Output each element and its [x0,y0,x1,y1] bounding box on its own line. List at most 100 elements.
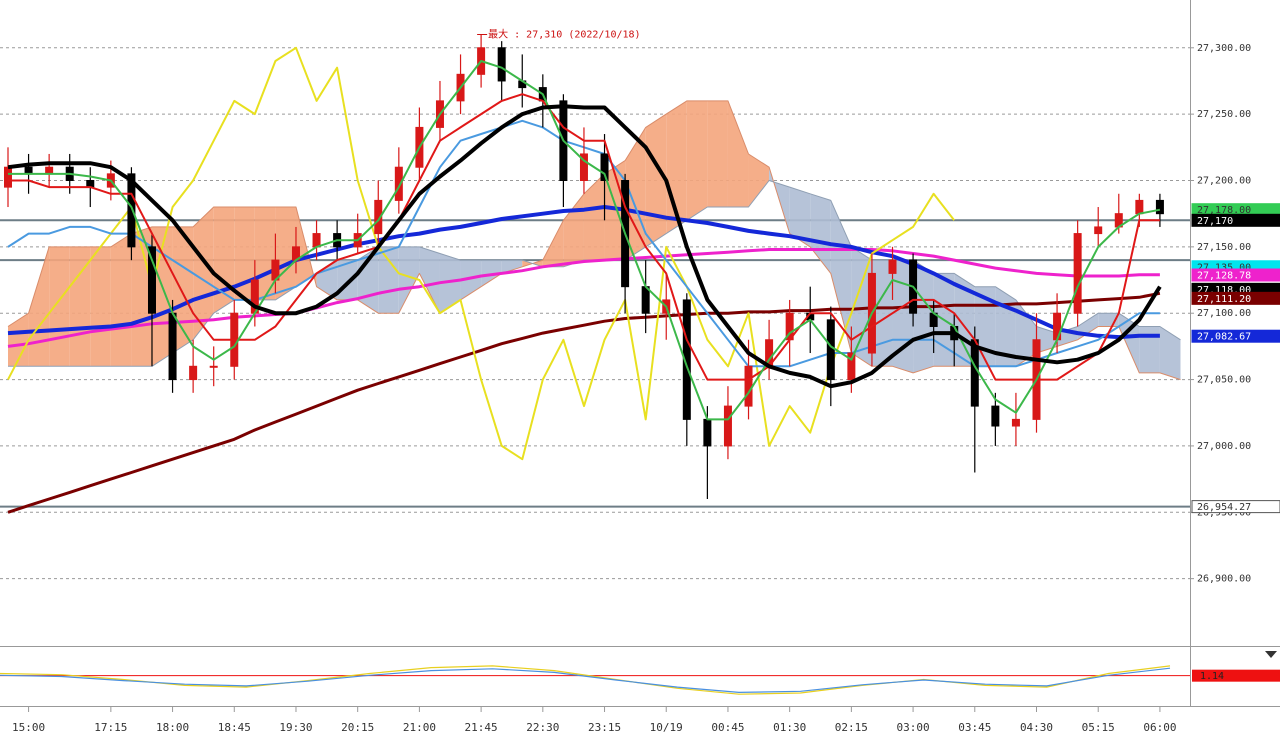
indicator-line [7,46,955,461]
cloud-segment [131,226,152,367]
price-box-label: 27,118.00 [1197,285,1251,296]
candle-body [1073,233,1082,314]
oscillator-line [0,667,1171,694]
x-tick-label: 03:45 [958,721,991,734]
oscillator-line [0,665,1171,695]
cloud-segment [583,173,605,261]
cloud-segment [439,253,461,314]
candle-body [497,47,506,82]
cloud-segment [1139,326,1160,373]
candle-body [1155,199,1164,215]
cloud-segment [460,260,482,300]
y-tick-label: 27,100.00 [1197,308,1251,319]
level-box [1192,669,1280,682]
candle-body [991,405,1000,427]
price-box-label: 27,170 [1197,216,1233,227]
cloud-segment [645,114,667,247]
cloud-segment [398,246,420,314]
price-box-label: 27,135.00 [1197,262,1251,273]
cloud-segment [28,246,50,367]
candle-body [600,153,609,181]
candle-body [4,166,12,188]
candle-body [744,365,753,407]
cloud-segment [49,246,70,367]
candle-body [1011,418,1020,427]
price-box-label: 26,954.27 [1197,502,1251,513]
candle-body [24,166,33,175]
x-tick-label: 19:30 [279,721,312,734]
price-box-label: 27,111.20 [1197,294,1251,305]
x-tick-label: 15:00 [12,721,45,734]
candle-body [1135,199,1144,215]
candle-body [826,319,835,381]
x-tick-label: 21:45 [465,721,498,734]
x-tick-label: 04:30 [1020,721,1053,734]
annotation-text: 最大 : 27,310 (2022/10/18) [488,28,640,41]
x-tick-label: 01:30 [773,721,806,734]
candle-body [45,166,54,175]
x-tick-label: 06:00 [1143,721,1176,734]
cloud-segment [1036,326,1058,354]
candle-body [682,299,691,420]
price-box-label: 27,128.78 [1197,271,1251,282]
y-tick-label: 27,250.00 [1197,109,1251,120]
cloud-segment [419,246,440,314]
cloud-segment [727,100,749,208]
candle-body [1094,226,1103,235]
candle-body [374,199,383,235]
cloud-segment [789,187,811,247]
indicator-line [7,205,1160,340]
cloud-segment [378,246,399,314]
indicator-line [7,104,1162,389]
cloud-segment [748,153,770,208]
cloud-segment [90,246,111,367]
cloud-segment [625,127,646,261]
cloud-segment [830,200,852,354]
main-pane: 最大 : 27,310 (2022/10/18) [0,28,1190,580]
cloud-segment [275,207,296,300]
x-tick-label: 00:45 [711,721,744,734]
indicator-line [8,93,1160,381]
x-tick-label: 22:30 [526,721,559,734]
x-tick-label: 21:00 [403,721,436,734]
cloud-segment [913,260,934,373]
y-tick-label: 27,300.00 [1197,43,1251,54]
price-box [1191,500,1280,514]
x-tick-label: 02:15 [835,721,868,734]
candle-body [147,246,156,314]
candle-body [970,339,979,407]
price-box-label: 27,082.67 [1197,332,1251,343]
candle-body [703,418,712,447]
x-tick-label: 05:15 [1082,721,1115,734]
pane-menu-button[interactable] [1265,651,1277,658]
x-tick-label: 03:00 [897,721,930,734]
cloud-segment [69,246,91,367]
cloud-segment [110,233,132,367]
cloud-segment [8,313,29,367]
cloud-segment [686,100,708,221]
price-box [1191,291,1280,305]
y-tick-label: 27,200.00 [1197,175,1251,186]
cloud-segment [501,260,523,274]
cloud-segment [1118,313,1140,373]
x-tick-label: 18:45 [218,721,251,734]
candle-body [127,173,136,248]
candle-body [579,153,588,181]
price-box [1191,213,1280,227]
price-box-label: 27,178.00 [1197,205,1251,216]
candle-body [168,312,177,381]
x-tick-label: 10/19 [650,721,683,734]
candle-body [394,166,403,201]
cloud-segment [542,220,564,267]
candle-body [209,365,218,368]
price-box [1191,329,1280,343]
indicator-line [7,291,1161,514]
cloud-segment [1015,299,1037,367]
x-tick-label: 17:15 [94,721,127,734]
x-tick-label: 20:15 [341,721,374,734]
indicator-line [8,60,1161,421]
candle-body [888,259,897,274]
oscillator-pane [0,665,1190,695]
